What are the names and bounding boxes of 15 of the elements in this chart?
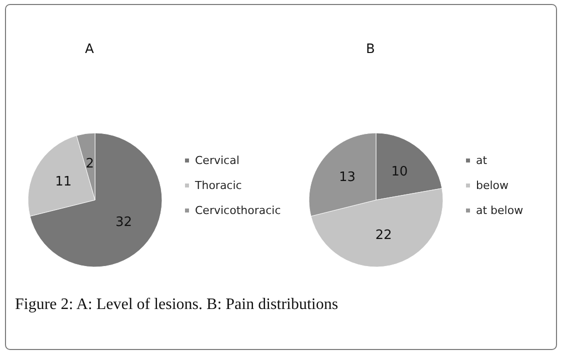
data-label: 10 <box>391 164 408 180</box>
caption: Figure 2: A: Level of lesions. B: Pain distributions <box>15 296 338 314</box>
data-label: 32 <box>115 214 132 230</box>
data-label: 11 <box>55 174 72 190</box>
legend-label: below <box>476 179 509 192</box>
legend-label: at below <box>476 204 524 217</box>
legend-label: at <box>476 154 488 167</box>
data-label: 13 <box>338 170 356 186</box>
chart-title: A <box>85 42 94 57</box>
legend-label: Thoracic <box>194 179 242 192</box>
data-label: 2 <box>86 156 94 172</box>
data-label: 22 <box>375 228 392 244</box>
chart-title: B <box>366 42 375 57</box>
legend-label: Cervicothoracic <box>195 204 281 217</box>
legend-label: Cervical <box>195 154 240 167</box>
